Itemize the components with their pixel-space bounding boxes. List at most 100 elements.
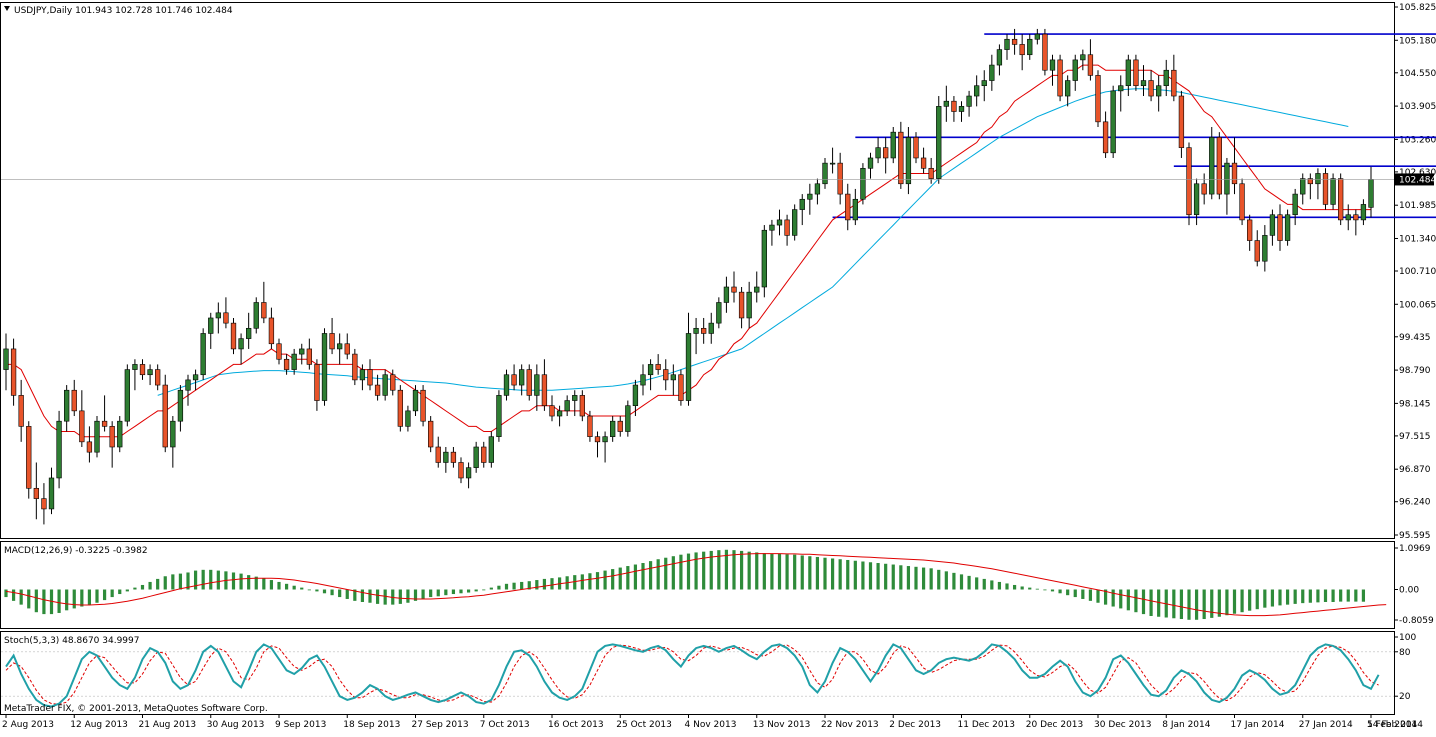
candle-bear [594, 436, 601, 443]
candle-bear [428, 420, 434, 448]
candle-bear [1254, 240, 1260, 262]
macd-bar [292, 585, 296, 590]
candle-bull [94, 420, 100, 453]
price-tick-label: 98.145 [1399, 399, 1431, 409]
macd-bar [163, 576, 167, 590]
candle-bull [412, 389, 419, 412]
macd-bar [800, 555, 804, 590]
candle-bull [860, 167, 866, 200]
macd-bar [1141, 589, 1146, 615]
price-tick-label: 102.630 [1399, 168, 1436, 178]
candle-bull [981, 80, 987, 87]
candle-bull [1004, 38, 1010, 50]
candle-bear [678, 374, 684, 401]
macd-bar [19, 589, 23, 605]
macd-bar [307, 589, 311, 591]
macd-bar [724, 549, 729, 590]
macd-histogram [4, 549, 1366, 620]
macd-bar [1157, 589, 1161, 617]
candle-bull [807, 193, 813, 200]
candle-bear [435, 446, 441, 463]
candle-bear [306, 348, 312, 365]
macd-bar [1293, 589, 1297, 604]
candle-bull [1193, 183, 1200, 216]
candle-bull [814, 183, 821, 195]
macd-bar [140, 584, 145, 590]
macd-bar [815, 556, 820, 590]
macd-bar [4, 589, 8, 598]
candle-bear [261, 302, 267, 319]
macd-signal-line [5, 553, 1387, 617]
macd-bar [1308, 589, 1312, 603]
macd-bar [1035, 588, 1039, 590]
date-tick-label: 5 Feb 2014 [1367, 720, 1418, 730]
panel-frame [0, 541, 1395, 629]
candle-bull [792, 209, 798, 236]
macd-bar [330, 589, 334, 596]
candle-bull [1269, 214, 1276, 236]
macd-bar [80, 589, 84, 607]
candle-bear [837, 162, 843, 195]
date-tick-label: 13 Nov 2013 [753, 720, 811, 730]
candle-bull [321, 333, 328, 401]
macd-bar [823, 557, 827, 590]
macd-bar [1149, 589, 1153, 616]
candle-bear [655, 364, 661, 370]
macd-bar [1270, 589, 1275, 607]
macd-bar [413, 589, 418, 601]
candle-bull [488, 436, 494, 463]
macd-bar [34, 589, 38, 613]
candle-bull [670, 374, 676, 381]
candle-bear [1216, 137, 1222, 195]
date-tick-label: 27 Jan 2014 [1299, 720, 1353, 730]
macd-bar [1134, 589, 1138, 613]
macd-bar [429, 589, 433, 598]
macd-bar [1058, 589, 1062, 594]
candle-bull [1262, 235, 1268, 262]
date-tick-label: 17 Jan 2014 [1231, 720, 1285, 730]
date-tick-label: 4 Nov 2013 [685, 720, 737, 730]
macd-bar [1240, 589, 1244, 613]
macd-bar [755, 552, 759, 590]
candle-bull [170, 420, 176, 448]
candle-bear [928, 167, 934, 179]
candle-bear [1057, 59, 1063, 97]
candle-bear [1042, 33, 1048, 71]
date-tick-label: 14 Feb 2014 [1367, 720, 1423, 730]
candle-bear [1247, 219, 1253, 241]
candlestick-series[interactable] [3, 28, 1374, 525]
macd-bar [444, 589, 448, 596]
macd-bar [193, 570, 198, 590]
stoch-main-path [5, 643, 1380, 708]
macd-bar [861, 561, 865, 590]
date-tick-label: 27 Sep 2013 [412, 720, 469, 730]
macd-bar [808, 556, 812, 590]
macd-bar [694, 552, 698, 590]
current-price-marker: 102.484 [1, 173, 1436, 186]
macd-bar [982, 578, 986, 590]
macd-bar [178, 573, 183, 590]
stoch-tick-label: 80 [1399, 648, 1411, 658]
candle-bull [503, 374, 510, 396]
chart-menu-triangle-icon[interactable] [4, 6, 10, 11]
price-tick-label: 103.260 [1399, 135, 1436, 145]
candle-bear [579, 395, 585, 417]
macd-bar [1126, 589, 1130, 611]
candle-bear [1353, 214, 1359, 221]
candle-bull [147, 369, 153, 376]
candle-bear [230, 322, 237, 350]
candle-bear [1087, 54, 1094, 76]
price-tick-label: 100.065 [1399, 300, 1436, 310]
macd-bar [87, 589, 92, 605]
macd-bar [65, 589, 69, 611]
macd-bar [451, 589, 456, 595]
candle-bear [1133, 59, 1139, 87]
macd-bar [580, 574, 584, 590]
macd-bar [512, 582, 516, 590]
candle-bear [920, 157, 927, 169]
candle-bear [549, 405, 555, 417]
candle-bear [450, 451, 457, 463]
candle-bear [784, 219, 790, 236]
candle-bull [56, 420, 62, 479]
